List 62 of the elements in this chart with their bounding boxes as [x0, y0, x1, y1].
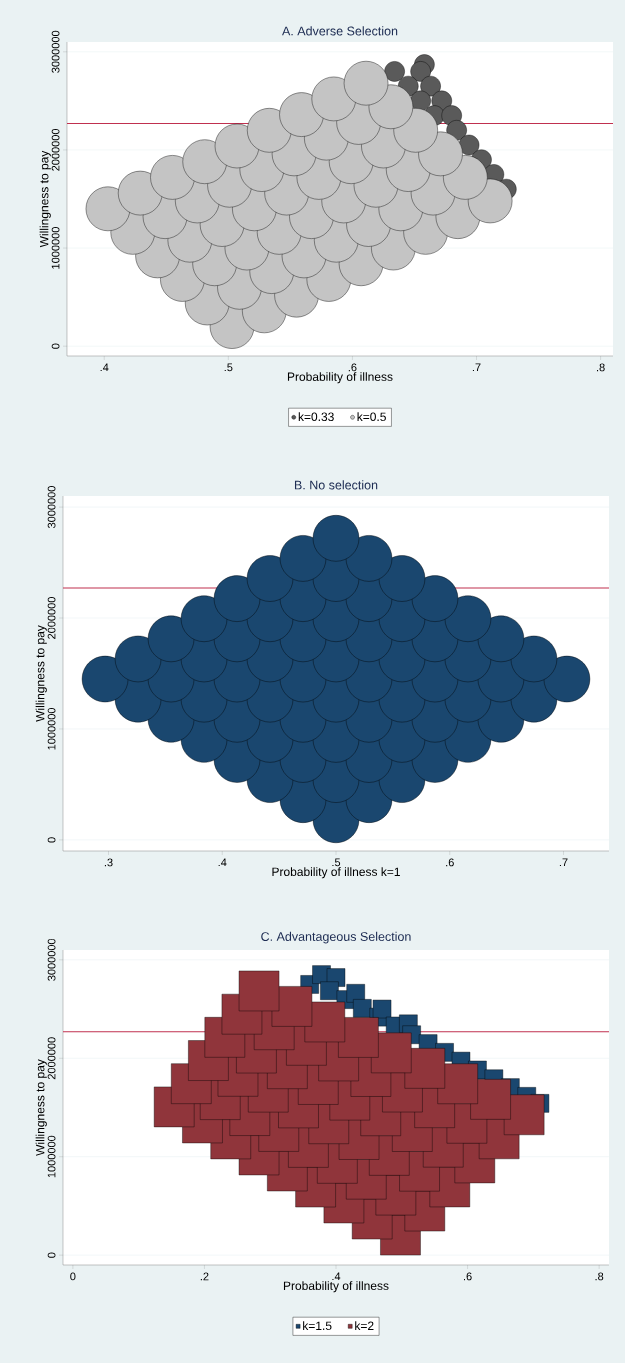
point [311, 76, 356, 122]
legend-label: k=0.5 [357, 412, 386, 421]
point [393, 108, 438, 153]
y-tick-label: 3000000 [47, 938, 56, 981]
point [320, 981, 339, 1000]
point [384, 61, 405, 82]
y-axis-title: Willingness to pay [35, 625, 47, 722]
y-axis-title: Willingness to pay [35, 1059, 47, 1156]
x-tick-label: .2 [200, 1272, 209, 1281]
y-tick-label: 0 [47, 1252, 56, 1258]
x-tick-label: .7 [559, 858, 568, 867]
x-tick-label: .3 [104, 858, 113, 867]
point [446, 120, 467, 141]
chart-title: B. No selection [294, 480, 378, 490]
x-tick-label: 0 [70, 1272, 76, 1281]
x-tick-label: .5 [332, 858, 341, 867]
legend-label: k=2 [355, 1321, 374, 1330]
y-tick-label: 3000000 [47, 486, 56, 529]
x-tick-label: .8 [597, 363, 605, 372]
y-tick-label: 1000000 [47, 708, 56, 750]
chart-title: C. Advantageous Selection [261, 931, 411, 944]
x-tick-label: .8 [595, 1272, 604, 1281]
x-tick-label: .5 [224, 363, 233, 372]
point [418, 131, 463, 177]
y-tick-label: 0 [47, 837, 56, 843]
x-tick-label: .4 [218, 858, 227, 867]
point [458, 134, 480, 156]
point [410, 61, 431, 82]
point [118, 170, 163, 216]
y-tick-label: 0 [51, 343, 60, 349]
y-tick-label: 3000000 [51, 30, 60, 73]
x-tick-label: .7 [472, 363, 481, 372]
point [85, 186, 131, 231]
point [372, 999, 392, 1019]
x-axis-title: Probability of illness k=1 [272, 867, 400, 879]
chart-title: A. Adverse Selection [282, 26, 398, 36]
x-tick-label: .6 [348, 363, 357, 372]
y-axis-title: Willingness to pay [39, 150, 51, 248]
point [443, 155, 488, 200]
point [420, 75, 441, 97]
y-tick-label: 2000000 [47, 597, 56, 639]
x-tick-label: .6 [463, 1272, 472, 1281]
x-tick-label: .4 [100, 363, 109, 372]
point [343, 61, 389, 106]
point [247, 108, 292, 153]
point [214, 123, 260, 169]
point [279, 92, 324, 137]
y-tick-label: 1000000 [47, 1135, 56, 1178]
x-tick-label: .4 [332, 1272, 341, 1281]
x-axis-title: Probability of illness [283, 1281, 389, 1293]
x-axis-title: Probability of illness [287, 372, 393, 384]
y-tick-label: 1000000 [51, 227, 60, 269]
x-tick-label: .6 [446, 858, 454, 867]
point [353, 999, 372, 1018]
point [150, 155, 195, 200]
point [182, 139, 227, 184]
point [238, 970, 280, 1012]
y-tick-label: 2000000 [51, 128, 60, 171]
legend-label: k=0.33 [298, 412, 334, 421]
point [467, 178, 513, 224]
legend-label: k=1.5 [303, 1321, 332, 1330]
y-tick-label: 2000000 [47, 1037, 56, 1080]
